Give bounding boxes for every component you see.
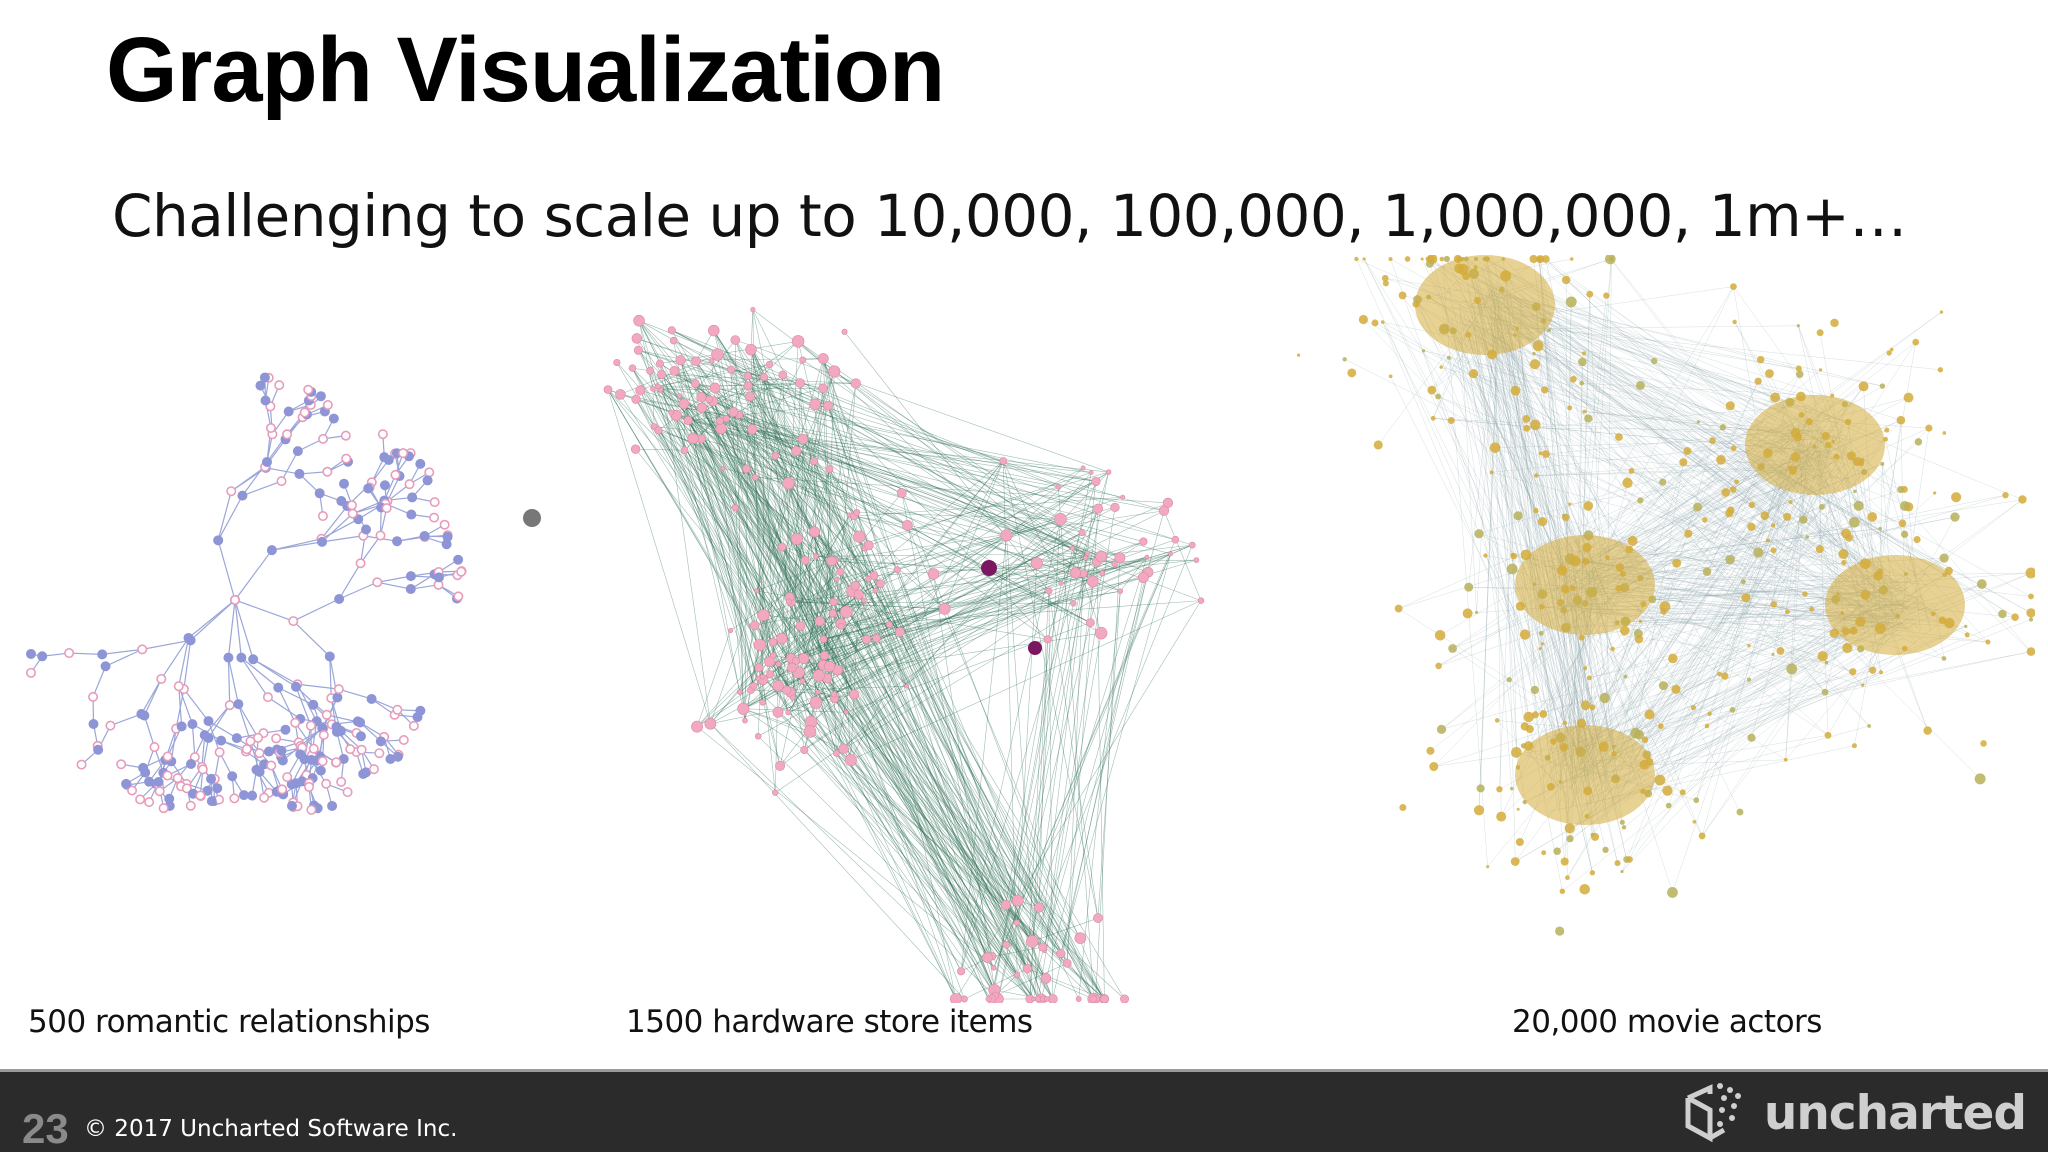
caption-hardware-store-items: 1500 hardware store items xyxy=(626,1004,1033,1040)
copyright-text: © 2017 Uncharted Software Inc. xyxy=(84,1116,457,1142)
uncharted-logo: uncharted xyxy=(1680,1080,2026,1146)
slide-title: Graph Visualization xyxy=(106,18,944,123)
hairball-network-graph xyxy=(1255,255,2035,1000)
caption-movie-actors: 20,000 movie actors xyxy=(1512,1004,1822,1040)
logo-text: uncharted xyxy=(1764,1086,2026,1141)
footer-bar: 23 © 2017 Uncharted Software Inc. unchar… xyxy=(0,1069,2048,1152)
tree-network-graph xyxy=(25,300,525,990)
cube-logo-icon xyxy=(1680,1080,1750,1146)
slide-number: 23 xyxy=(22,1105,69,1153)
dense-network-graph xyxy=(505,258,1205,1003)
caption-romantic-relationships: 500 romantic relationships xyxy=(28,1004,430,1040)
slide-subtitle: Challenging to scale up to 10,000, 100,0… xyxy=(112,182,1907,250)
